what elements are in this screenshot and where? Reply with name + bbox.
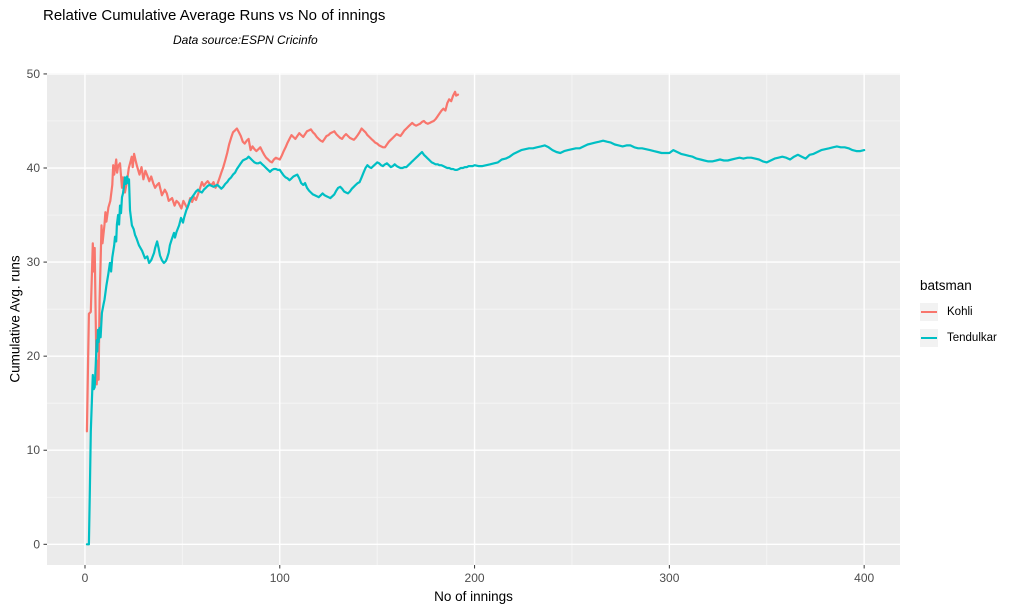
legend-label-tendulkar: Tendulkar [947, 332, 997, 344]
x-tick-label: 300 [659, 571, 679, 585]
x-tick-label: 400 [854, 571, 874, 585]
y-tick-label: 20 [27, 349, 41, 363]
legend-item-kohli: Kohli [920, 303, 997, 321]
y-tick-label: 0 [33, 537, 40, 551]
y-tick-label: 40 [27, 161, 41, 175]
x-tick-label: 0 [82, 571, 89, 585]
x-tick-label: 200 [465, 571, 485, 585]
chart-title: Relative Cumulative Average Runs vs No o… [43, 7, 386, 24]
legend-line-icon [921, 336, 937, 340]
legend-key-tendulkar [920, 329, 938, 347]
legend-title: batsman [920, 278, 972, 293]
series-line-tendulkar [85, 139, 866, 546]
y-tick-label: 30 [27, 255, 41, 269]
legend-item-tendulkar: Tendulkar [920, 329, 997, 347]
x-axis-title: No of innings [434, 589, 513, 604]
series-line-kohli [85, 90, 460, 433]
legend-line-icon [921, 310, 937, 314]
legend-label-kohli: Kohli [947, 306, 973, 318]
y-tick-label: 50 [27, 67, 41, 81]
y-axis-title: Cumulative Avg. runs [7, 255, 23, 383]
y-tick-label: 10 [27, 443, 41, 457]
chart-subtitle: Data source:ESPN Cricinfo [173, 33, 318, 47]
x-tick-label: 100 [270, 571, 290, 585]
plot-panel [47, 73, 900, 565]
legend-key-kohli [920, 303, 938, 321]
legend: batsman Kohli Tendulkar [920, 278, 997, 347]
